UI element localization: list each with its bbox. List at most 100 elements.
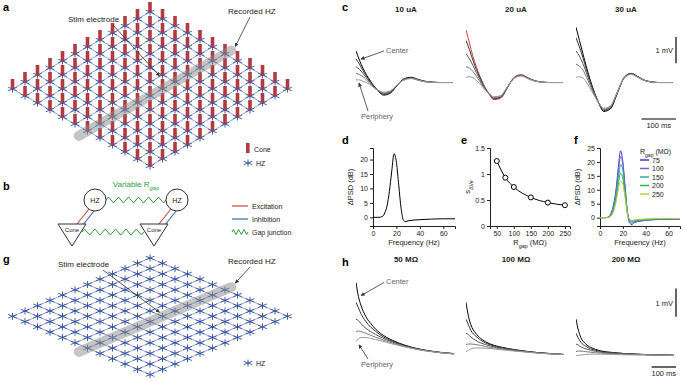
- cone: [61, 79, 65, 89]
- y-axis-title: sΔVe: [463, 180, 474, 194]
- cone: [211, 79, 215, 89]
- legend-label: HZ: [256, 160, 266, 167]
- network-diagram: [8, 255, 292, 379]
- hz-cell: [146, 339, 155, 346]
- cone: [198, 30, 202, 40]
- x-axis-title: Rgap (MΩ): [513, 238, 547, 249]
- hz-cell: [158, 334, 167, 341]
- cone: [211, 121, 215, 131]
- line: [600, 181, 680, 220]
- tick: 0.5: [475, 197, 490, 204]
- hz-cell: [108, 313, 117, 320]
- plot-marks: [494, 159, 567, 208]
- tick-label: 20: [360, 156, 368, 163]
- tick: 50: [493, 226, 501, 237]
- hz-cell: [33, 313, 42, 320]
- line: [576, 319, 674, 355]
- tick-label: 25: [587, 145, 595, 152]
- tick-mark: [487, 200, 490, 201]
- tick-mark: [669, 226, 670, 229]
- cone: [48, 100, 52, 110]
- cone: [248, 58, 252, 68]
- line: [356, 79, 453, 93]
- hz-cell: [71, 286, 80, 293]
- tick-mark: [597, 148, 600, 149]
- hz-cell: [121, 308, 130, 315]
- hz-cell: [221, 329, 230, 336]
- hz-cell: [221, 297, 230, 304]
- axis: 0204060: [372, 226, 456, 237]
- cone: [61, 65, 65, 75]
- tick-label: 200: [543, 230, 555, 237]
- cone: [23, 86, 27, 96]
- cone: [186, 121, 190, 131]
- cone: [73, 114, 77, 124]
- hz-cell: [96, 308, 105, 315]
- cone: [136, 121, 140, 131]
- hz-cell: [71, 297, 80, 304]
- tick-mark: [597, 204, 600, 205]
- cone: [86, 51, 90, 61]
- hz-cell: [71, 308, 80, 315]
- tick-mark: [370, 217, 373, 218]
- cone: [161, 65, 165, 75]
- legend-cone: [246, 143, 250, 153]
- node-label: Cone: [65, 227, 80, 233]
- hz-cell: [171, 318, 180, 325]
- hz-cell: [233, 292, 242, 299]
- legend-label: 150: [652, 174, 664, 181]
- axis-line: [491, 227, 571, 230]
- excitation: [77, 209, 89, 224]
- line: [356, 319, 454, 354]
- cone: [86, 79, 90, 89]
- tick-mark: [623, 226, 624, 229]
- plot-marks: [466, 302, 564, 354]
- gap-junction: [106, 197, 166, 203]
- annotation: Periphery: [361, 360, 393, 369]
- hz-cell: [171, 265, 180, 272]
- cone: [98, 100, 102, 110]
- legend-excitation: [232, 205, 248, 206]
- panel-letter: g: [3, 253, 10, 265]
- hz-cell: [121, 339, 130, 346]
- arrow: [103, 270, 160, 312]
- tick: 0: [591, 214, 600, 221]
- hz-cell: [183, 292, 192, 299]
- tick-mark: [497, 226, 498, 229]
- tick-label: 100: [508, 230, 520, 237]
- line: [356, 73, 453, 92]
- legend: Rgap (MΩ)75100150200250: [640, 148, 671, 198]
- line: [466, 302, 564, 354]
- chart: 02040600510152025Frequency (Hz)ΔPSD (dB)…: [573, 145, 681, 247]
- cone: [223, 72, 227, 82]
- cone: [136, 51, 140, 61]
- plot-marks: [356, 282, 454, 353]
- annotation: Recorded HZ: [228, 257, 276, 266]
- hz-cell: [196, 329, 205, 336]
- cone: [286, 79, 290, 89]
- hz-cell: [183, 281, 192, 288]
- cone: [211, 107, 215, 117]
- hz-cell: [196, 308, 205, 315]
- cone: [148, 2, 152, 12]
- cone: [173, 58, 177, 68]
- cone: [161, 37, 165, 47]
- cone: [261, 65, 265, 75]
- line: [356, 331, 454, 354]
- cone: [148, 72, 152, 82]
- annotation: Center: [386, 277, 409, 286]
- panel-letter: h: [342, 256, 349, 268]
- tick-mark: [514, 226, 515, 229]
- cone: [98, 72, 102, 82]
- tick: 20: [393, 226, 401, 237]
- y-axis-title: ΔPSD (dB): [573, 168, 582, 205]
- scale-label: 1 mV: [655, 46, 673, 55]
- hz-cell: [121, 297, 130, 304]
- hz-cell: [146, 371, 155, 378]
- hz-cell: [146, 255, 155, 262]
- gap-label: Variable Rgap: [113, 180, 159, 191]
- tick: 10: [587, 187, 600, 194]
- title: 50 MΩ: [394, 255, 419, 264]
- line: [466, 67, 563, 98]
- hz-cell: [121, 265, 130, 272]
